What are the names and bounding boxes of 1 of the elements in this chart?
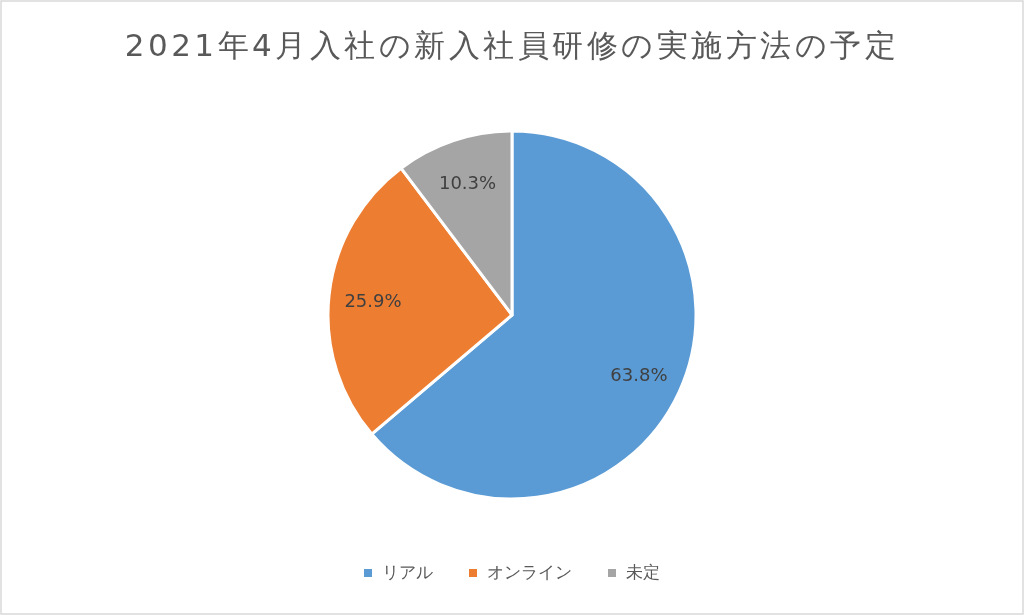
title: 2021年4月入社の新入社員研修の実施方法の予定 (124, 27, 900, 63)
